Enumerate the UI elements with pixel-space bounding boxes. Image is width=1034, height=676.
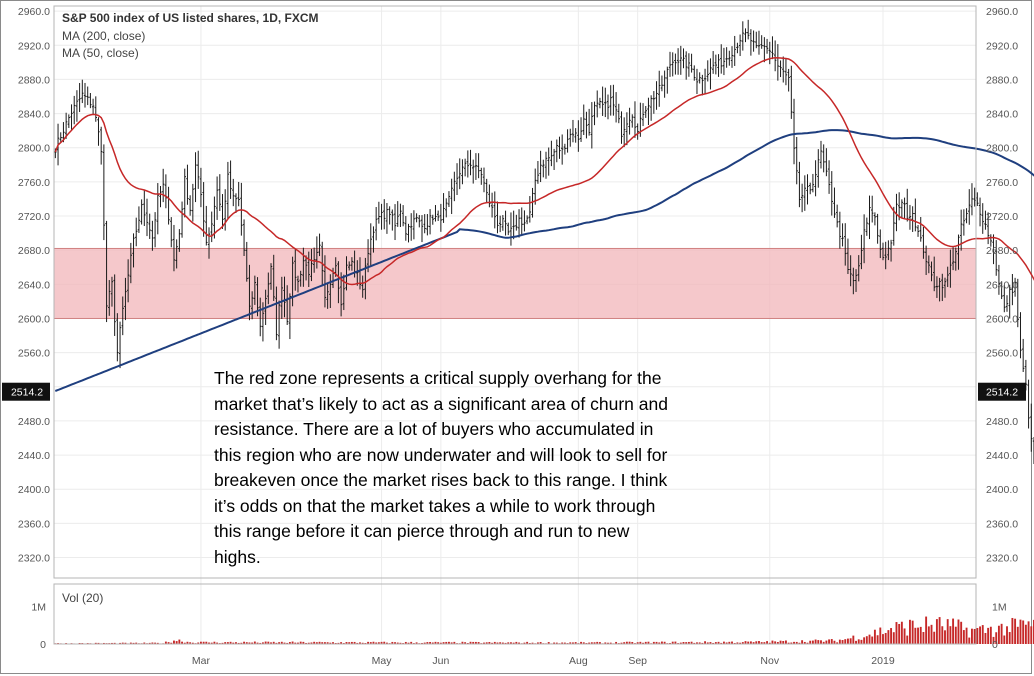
price-tick-label-right: 2360.0 [986, 518, 1018, 530]
price-tick-label-left: 2920.0 [18, 40, 50, 52]
time-tick-label: May [372, 655, 393, 667]
annotation-text: The red zone represents a critical suppl… [214, 366, 754, 570]
price-tick-label-left: 2600.0 [18, 313, 50, 325]
volume-bars [54, 616, 1034, 644]
price-tick-label-left: 2880.0 [18, 74, 50, 86]
volume-tick-label-right: 1M [992, 602, 1007, 614]
price-tick-label-right: 2800.0 [986, 143, 1018, 155]
price-tick-label-right: 2640.0 [986, 279, 1018, 291]
volume-tick-label-left: 0 [40, 639, 46, 651]
time-tick-label: Mar [192, 655, 211, 667]
price-tick-label-right: 2880.0 [986, 74, 1018, 86]
annotation-line: this range before it can pierce through … [214, 521, 630, 541]
price-tick-label-left: 2560.0 [18, 348, 50, 360]
legend-ma50: MA (50, close) [62, 46, 139, 60]
price-tick-label-right: 2400.0 [986, 484, 1018, 496]
price-bars [54, 19, 1034, 464]
price-tick-label-right: 2680.0 [986, 245, 1018, 257]
last-price-tag-bg [978, 382, 1026, 401]
price-tick-label-left: 2760.0 [18, 177, 50, 189]
last-price-value: 2514.2 [986, 387, 1018, 399]
time-tick-label: Jun [432, 655, 449, 667]
time-tick-label: Sep [628, 655, 647, 667]
last-price-value: 2514.2 [11, 387, 43, 399]
annotation-line: market that’s likely to act as a signifi… [214, 393, 668, 414]
price-tick-label-right: 2560.0 [986, 348, 1018, 360]
annotation-line: it’s odds on that the market takes a whi… [214, 495, 656, 516]
volume-pane-border [53, 583, 977, 645]
time-tick-label: Aug [569, 655, 588, 667]
annotation-line: The red zone represents a critical suppl… [214, 368, 662, 388]
price-tick-label-left: 2400.0 [18, 484, 50, 496]
price-tick-label-left: 2360.0 [18, 518, 50, 530]
chart-title: S&P 500 index of US listed shares, 1D, F… [62, 11, 319, 25]
price-tick-label-left: 2320.0 [18, 553, 50, 565]
ma50-line [54, 57, 1034, 286]
annotation-line: this region who are now underwater and w… [214, 444, 668, 465]
price-tick-label-right: 2760.0 [986, 177, 1018, 189]
price-tick-label-right: 2960.0 [986, 6, 1018, 18]
volume-tick-label-left: 1M [31, 602, 46, 614]
price-tick-label-left: 2640.0 [18, 279, 50, 291]
price-tick-label-left: 2440.0 [18, 450, 50, 462]
price-tick-label-right: 2600.0 [986, 313, 1018, 325]
time-tick-label: Nov [760, 655, 779, 667]
annotation-line: breakeven once the market rises back to … [214, 470, 668, 490]
last-price-tag-left: 2514.2 [2, 382, 50, 401]
price-tick-label-left: 2720.0 [18, 211, 50, 223]
ma200-line [54, 129, 1034, 392]
price-tick-label-right: 2440.0 [986, 450, 1018, 462]
annotation-line: resistance. There are a lot of buyers wh… [214, 419, 654, 439]
annotation-line: highs. [214, 546, 261, 567]
price-tick-label-right: 2720.0 [986, 211, 1018, 223]
price-tick-label-right: 2840.0 [986, 109, 1018, 121]
price-tick-label-right: 2480.0 [986, 416, 1018, 428]
price-tick-label-left: 2800.0 [18, 143, 50, 155]
price-tick-label-right: 2320.0 [986, 553, 1018, 565]
price-tick-label-right: 2920.0 [986, 40, 1018, 52]
time-tick-label: 2019 [871, 655, 895, 667]
last-price-tag-bg [2, 382, 50, 401]
price-tick-label-left: 2960.0 [18, 6, 50, 18]
volume-label: Vol (20) [62, 591, 103, 605]
price-tick-label-left: 2480.0 [18, 416, 50, 428]
legend-ma200: MA (200, close) [62, 29, 145, 43]
volume-tick-label-right: 0 [992, 639, 998, 651]
supply-zone [53, 247, 977, 319]
price-tick-label-left: 2680.0 [18, 245, 50, 257]
price-pane-border [53, 5, 977, 579]
price-tick-label-left: 2840.0 [18, 109, 50, 121]
axes: 2960.0 2960.0 2920.0 2920.0 2880.0 2880.0 2840… [2, 5, 1026, 667]
last-price-tag-right: 2514.2 [978, 382, 1026, 401]
